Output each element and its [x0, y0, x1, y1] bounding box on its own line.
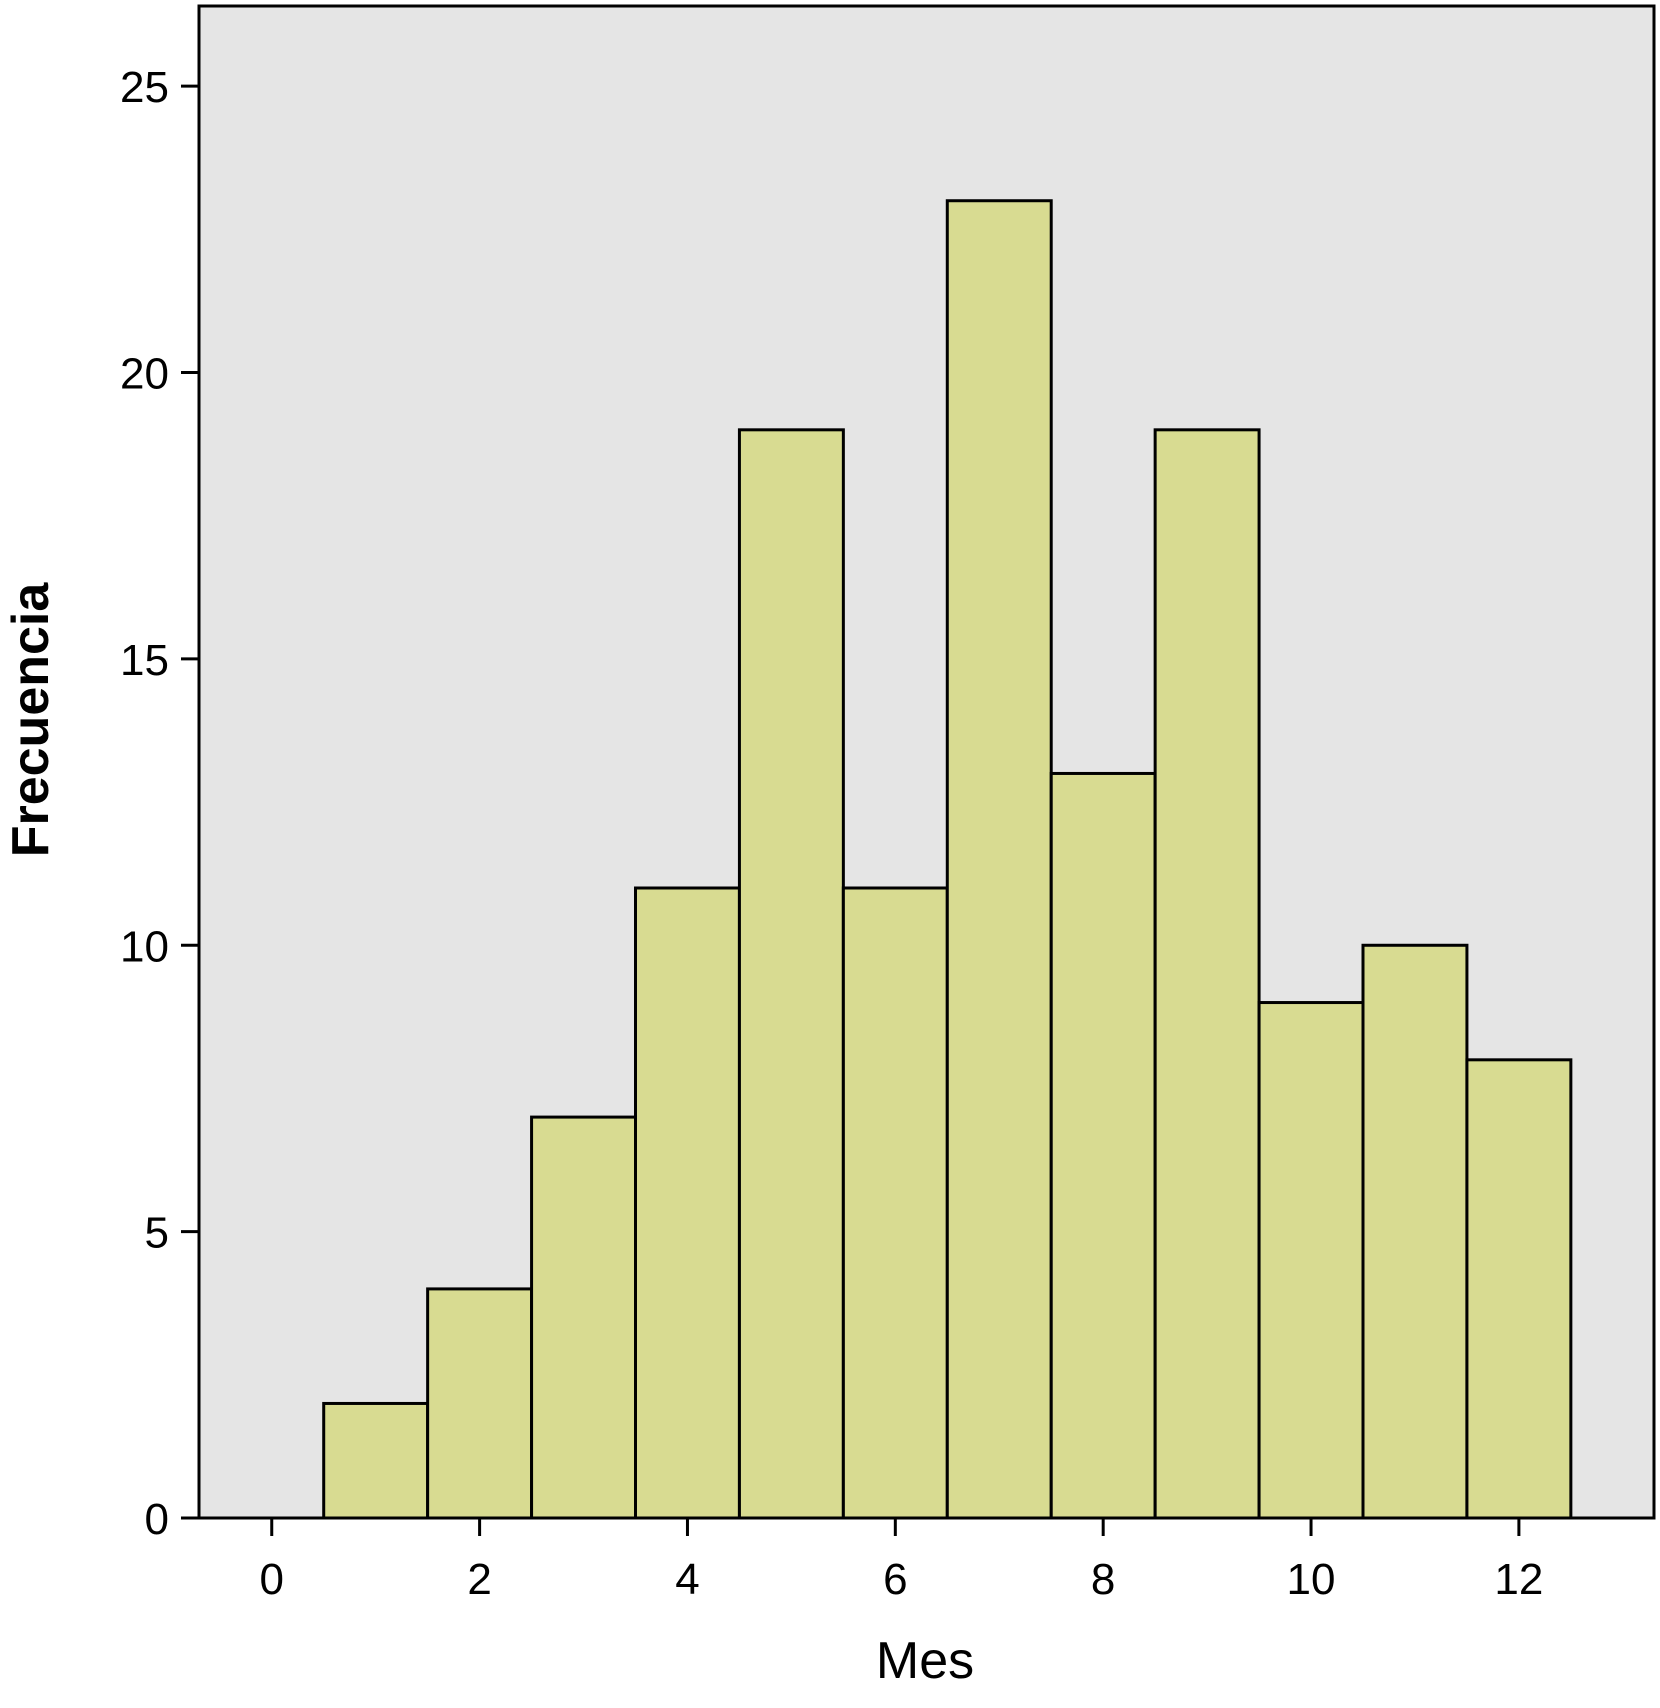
histogram-bar [322, 1401, 430, 1520]
y-tick-label: 0 [145, 1495, 169, 1544]
histogram-bar [737, 428, 845, 1520]
x-tick-label: 2 [467, 1555, 491, 1604]
y-tick-label: 25 [120, 63, 169, 112]
bars-group [322, 199, 1573, 1520]
histogram-bar [1257, 1001, 1365, 1520]
histogram-bar [841, 886, 949, 1520]
histogram-bar [1465, 1058, 1573, 1520]
histogram-bar [530, 1115, 637, 1520]
x-axis: 0 2 4 6 8 10 12 [260, 1518, 1543, 1604]
x-tick-label: 12 [1494, 1555, 1543, 1604]
x-tick-label: 4 [675, 1555, 699, 1604]
y-axis-title: Frecuencia [2, 582, 60, 858]
y-tick-label: 20 [120, 350, 169, 399]
histogram-bar [634, 886, 741, 1520]
x-tick-label: 0 [260, 1555, 284, 1604]
x-tick-label: 6 [883, 1555, 907, 1604]
y-tick-label: 10 [120, 922, 169, 971]
histogram-bar [426, 1287, 534, 1520]
histogram-bar [1153, 428, 1261, 1520]
y-tick-label: 15 [120, 636, 169, 685]
x-axis-title: Mes [876, 1632, 974, 1690]
histogram-bar [1049, 771, 1157, 1520]
x-tick-label: 8 [1091, 1555, 1115, 1604]
histogram-bar [945, 199, 1053, 1520]
y-tick-label: 5 [145, 1209, 169, 1258]
histogram-bar [1361, 943, 1469, 1520]
x-tick-label: 10 [1287, 1555, 1336, 1604]
y-axis: 0 5 10 15 20 25 [120, 63, 199, 1544]
